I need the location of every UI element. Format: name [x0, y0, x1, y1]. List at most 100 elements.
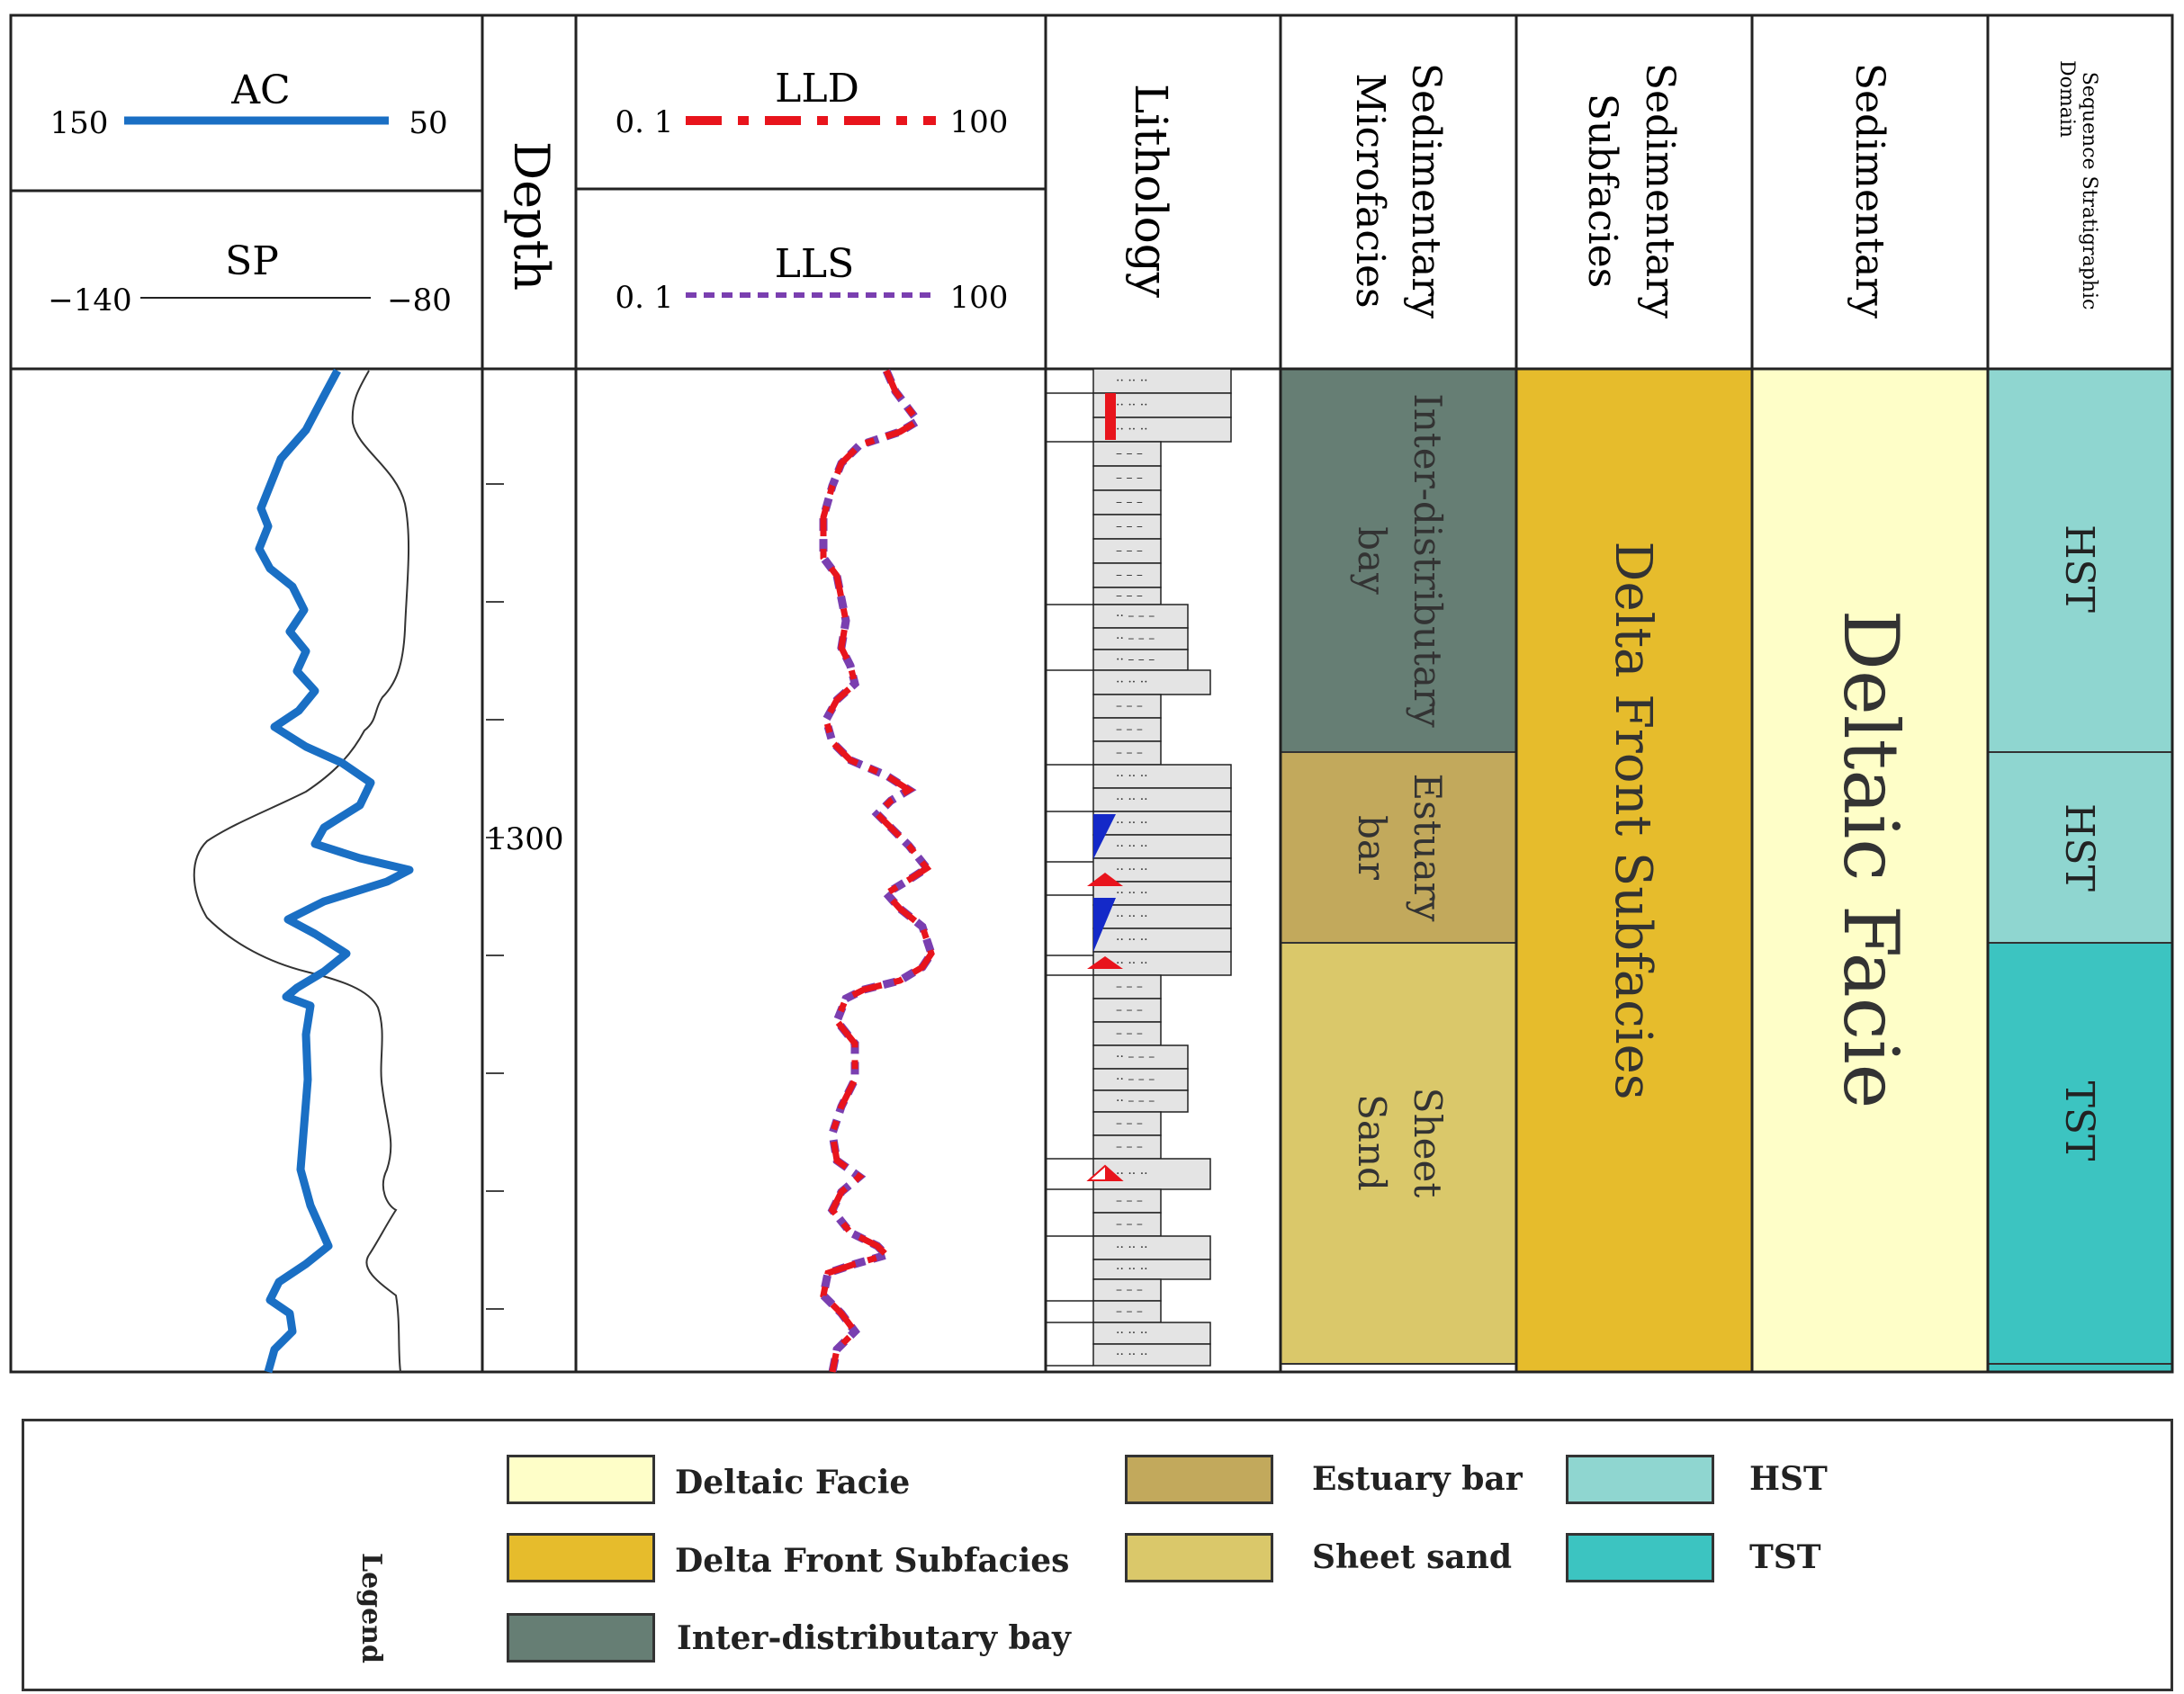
lithology-bed [1092, 951, 1232, 976]
sp-right-value: −80 [387, 282, 452, 318]
lithology-pattern: – – – [1116, 544, 1143, 559]
legend-swatch-tst [1566, 1533, 1714, 1582]
ac-left-value: 150 [50, 105, 109, 141]
depth-header: Depth [503, 141, 560, 291]
legend-swatch-deltaic-facie [507, 1455, 655, 1504]
sequence-hst-1-label: HST [2056, 524, 2102, 613]
lithology-bed [1092, 787, 1232, 812]
lithology-bed [1092, 1044, 1189, 1070]
lithology-pattern: – – – [1116, 1003, 1143, 1017]
lithology-pattern: – – – [1116, 520, 1143, 534]
lithology-pattern: – – – [1116, 722, 1143, 737]
lithology-column: ·· ·· ·· ·· ·· ·· ·· ·· ·· – – – – – – – – – –… [1046, 368, 1232, 1367]
microfacies-sheet-line-1: Sheet [1406, 1088, 1450, 1198]
lithology-pattern: ·· – – – [1116, 609, 1155, 623]
lithology-pattern: – – – [1116, 569, 1143, 583]
lithology-pattern: ·· ·· ·· [1116, 816, 1148, 830]
lithology-symbol [1093, 814, 1116, 859]
lithology-bed [1092, 834, 1232, 859]
lithology-pattern: – – – [1116, 699, 1143, 713]
lithology-pattern: ·· ·· ·· [1116, 793, 1148, 807]
lls-curve [819, 369, 936, 1373]
ac-label: AC [230, 67, 290, 113]
legend-label-inter-distributary-bay: Inter-distributary bay [677, 1619, 1071, 1657]
microfacies-header-line-1: Sedimentary [1403, 63, 1449, 318]
lithology-bed [1092, 604, 1189, 629]
lithology-pattern: – – – [1116, 746, 1143, 760]
lithology-bed [1092, 465, 1162, 491]
lithology-pattern: – – – [1116, 1283, 1143, 1297]
lithology-pattern: ·· ·· ·· [1116, 1167, 1148, 1181]
subfacies-label: Delta Front Subfacies [1604, 542, 1662, 1100]
microfacies-sheet-block [1281, 943, 1516, 1364]
lithology-header: Lithology [1125, 84, 1177, 299]
lithology-bed [1092, 1322, 1211, 1345]
sequence-header-line-1: Sequence Stratigraphic [2078, 72, 2100, 310]
legend-label-sheet-sand: Sheet sand [1312, 1538, 1513, 1576]
microfacies-estuary-line-1: Estuary [1406, 774, 1450, 922]
sp-left-value: −140 [48, 282, 131, 318]
legend-label-tst: TST [1749, 1538, 1821, 1576]
lithology-bed [1092, 998, 1162, 1023]
microfacies-bay-line-2: bay [1350, 526, 1394, 595]
lithology-pattern: ·· ·· ·· [1116, 910, 1148, 924]
legend-swatch-sheet-sand [1125, 1533, 1273, 1582]
lithology-pattern: ·· ·· ·· [1116, 886, 1148, 901]
lithology-bed [1092, 717, 1162, 742]
lithology-pattern: – – – [1116, 1116, 1143, 1131]
lithology-pattern: ·· ·· ·· [1116, 956, 1148, 971]
lls-right-value: 100 [950, 280, 1009, 316]
lithology-pattern: – – – [1116, 1217, 1143, 1232]
microfacies-header-line-2: Microfacies [1347, 73, 1393, 308]
sequence-hst-2-label: HST [2056, 803, 2102, 892]
microfacies-sheet-line-2: Sand [1350, 1094, 1394, 1191]
legend-swatch-estuary-bar [1125, 1455, 1273, 1504]
sp-curve [193, 370, 410, 1373]
lithology-pattern: ·· ·· ·· [1116, 1348, 1148, 1362]
sp-label: SP [225, 238, 279, 284]
subfacies-block [1516, 369, 1752, 1372]
lithology-pattern: ·· ·· ·· [1116, 1241, 1148, 1255]
lithology-pattern: – – – [1116, 496, 1143, 510]
lithology-pattern: ·· ·· ·· [1116, 933, 1148, 947]
sequence-tst-label: TST [2056, 1081, 2102, 1161]
lithology-pattern: ·· – – – [1116, 632, 1155, 646]
lithology-bed [1092, 392, 1232, 418]
lithology-pattern: – – – [1116, 471, 1143, 486]
facies-block [1752, 369, 1988, 1372]
lithology-bed [1092, 764, 1232, 789]
lithology-symbol [1087, 873, 1123, 886]
legend-label-delta-front: Delta Front Subfacies [675, 1542, 1070, 1580]
lithology-pattern: – – – [1116, 1140, 1143, 1154]
lld-right-value: 100 [950, 104, 1009, 140]
table-grid [9, 13, 2174, 1374]
lithology-pattern: – – – [1116, 1304, 1143, 1319]
lld-left-value: 0. 1 [616, 104, 674, 140]
lithology-bed [1092, 538, 1162, 564]
depth-ticks [486, 483, 504, 1310]
lithology-bed [1092, 417, 1232, 443]
lithology-bed [1092, 928, 1232, 953]
microfacies-estuary-block [1281, 752, 1516, 943]
lithology-pattern: ·· – – – [1116, 653, 1155, 668]
subfacies-header-line-1: Sedimentary [1637, 63, 1683, 318]
lithology-pattern: – – – [1116, 1026, 1143, 1041]
legend-label-hst: HST [1749, 1460, 1828, 1498]
lithology-pattern: ·· ·· ·· [1116, 676, 1148, 690]
facies-label: Deltaic Facie [1827, 610, 1915, 1109]
lithology-pattern: ·· ·· ·· [1116, 863, 1148, 877]
lithology-bed [1092, 669, 1211, 695]
lithology-symbol [1105, 1166, 1121, 1180]
lithology-bed [1092, 974, 1162, 999]
microfacies-bay-block [1281, 369, 1516, 752]
microfacies-bay-line-1: Inter-distributary [1406, 393, 1450, 728]
lithology-bed [1092, 1278, 1162, 1302]
depth-value-1300: 1300 [486, 821, 564, 857]
lithology-bed [1092, 514, 1162, 540]
lithology-pattern: ·· – – – [1116, 1072, 1155, 1087]
lithology-bed [1092, 1212, 1162, 1237]
lld-label: LLD [775, 66, 859, 112]
ac-right-value: 50 [409, 105, 447, 141]
lithology-bed [1092, 1259, 1211, 1280]
lithology-bed [1092, 857, 1232, 883]
